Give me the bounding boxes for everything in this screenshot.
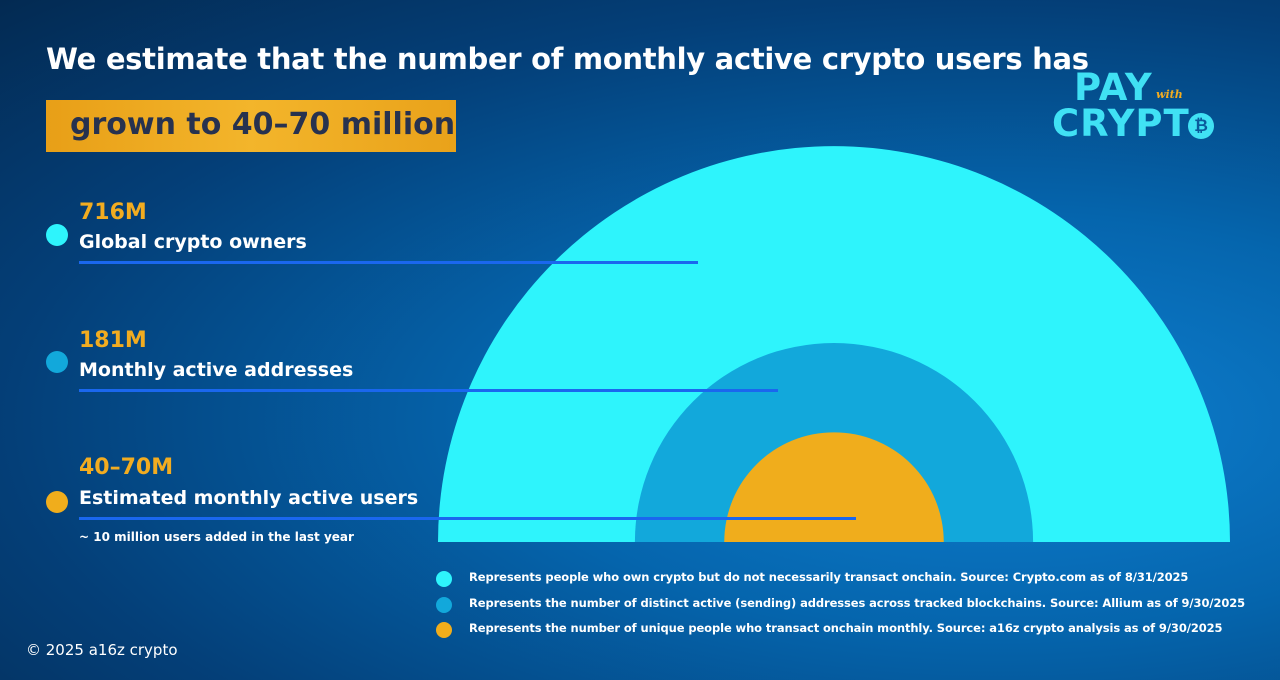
stat-dot-active-users [46,491,68,513]
stat-dot-addresses [46,351,68,373]
bitcoin-coin-icon: ₿ [1188,113,1214,139]
stat-label-active-users: Estimated monthly active users [79,487,419,509]
legend-dot-owners [436,571,452,587]
stat-dot-owners [46,224,68,246]
stat-leader-line-active-users [79,517,856,520]
legend-text-active-users: Represents the number of unique people w… [469,621,1223,635]
stat-value-addresses: 181M [79,328,147,353]
stat-leader-line-owners [79,261,698,264]
growth-note: ~ 10 million users added in the last yea… [79,530,354,544]
legend-dot-active-users [436,622,452,638]
logo-crypto-text: CRYPT [1052,102,1190,145]
stat-label-addresses: Monthly active addresses [79,359,354,381]
legend-dot-addresses [436,596,452,613]
semicircle-active-users [724,432,944,542]
stat-leader-line-addresses [79,389,778,392]
headline: We estimate that the number of monthly a… [46,42,1089,76]
stat-value-active-users: 40–70M [79,455,174,480]
stat-value-owners: 716M [79,200,147,225]
logo-with-text: with [1156,88,1183,101]
headline-highlight: grown to 40–70 million [46,100,456,152]
copyright: © 2025 a16z crypto [26,641,178,659]
legend-text-owners: Represents people who own crypto but do … [469,570,1189,584]
pay-with-crypto-logo: PAY with CRYPT ₿ [1050,66,1225,146]
logo-pay-text: PAY [1074,66,1153,109]
legend-text-addresses: Represents the number of distinct active… [469,595,1246,610]
stat-label-owners: Global crypto owners [79,231,307,253]
